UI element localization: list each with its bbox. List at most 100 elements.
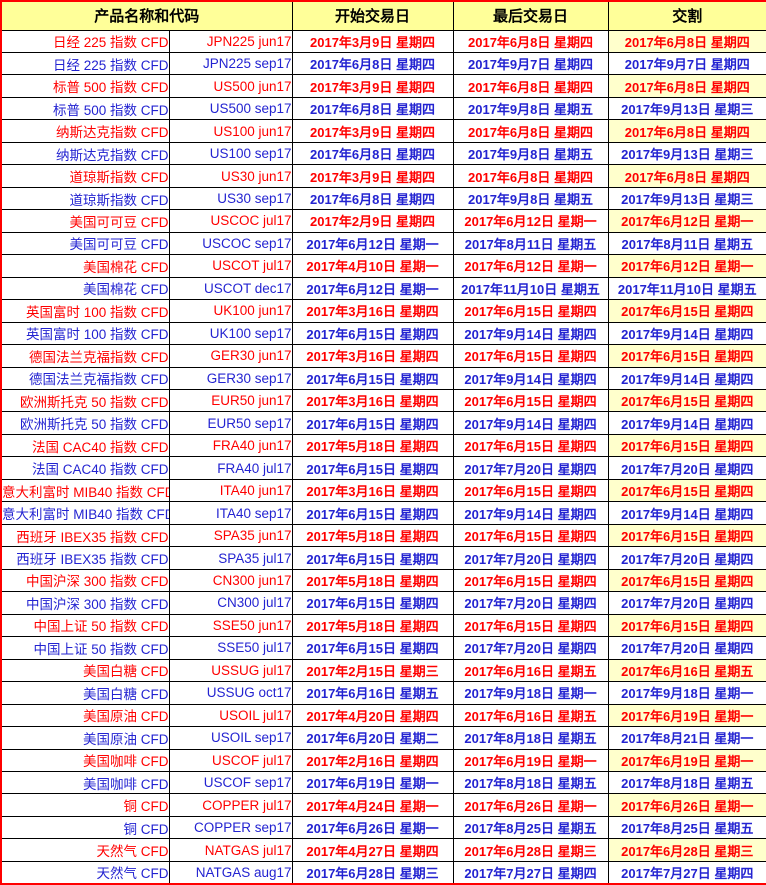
table-row: 道琼斯指数 CFD US30 sep17 2017年6月8日 星期四 2017年… <box>0 186 766 211</box>
last-date-cell: 2017年8月25日 星期五 <box>452 815 609 840</box>
table-row: 美国原油 CFD USOIL jul17 2017年4月20日 星期四 2017… <box>0 703 766 728</box>
product-code-cell: COPPER sep17 <box>168 815 293 840</box>
last-date-cell: 2017年6月28日 星期三 <box>452 838 609 862</box>
start-date-cell: 2017年6月8日 星期四 <box>291 141 454 166</box>
product-code-cell: USCOF jul17 <box>168 748 293 772</box>
product-code-cell: US30 sep17 <box>168 186 293 211</box>
product-name-cell: 美国咖啡 CFD <box>0 748 170 772</box>
last-date-cell: 2017年6月15日 星期四 <box>452 613 609 638</box>
start-date-cell: 2017年6月8日 星期四 <box>291 186 454 211</box>
product-name-cell: 日经 225 指数 CFD <box>0 29 170 53</box>
start-date-cell: 2017年6月15日 星期四 <box>291 366 454 391</box>
header-start-date: 开始交易日 <box>291 0 454 31</box>
start-date-cell: 2017年6月12日 星期一 <box>291 231 454 256</box>
start-date-cell: 2017年4月24日 星期一 <box>291 793 454 817</box>
last-date-cell: 2017年6月16日 星期五 <box>452 658 609 683</box>
start-date-cell: 2017年6月19日 星期一 <box>291 770 454 795</box>
table-row: 美国可可豆 CFD USCOC jul17 2017年2月9日 星期四 2017… <box>0 209 766 233</box>
product-code-cell: USSUG oct17 <box>168 681 293 705</box>
last-date-cell: 2017年6月8日 星期四 <box>452 119 609 143</box>
last-date-cell: 2017年6月8日 星期四 <box>452 164 609 188</box>
delivery-date-cell: 2017年11月10日 星期五 <box>607 276 766 301</box>
last-date-cell: 2017年6月15日 星期四 <box>452 568 609 593</box>
product-name-cell: 法国 CAC40 指数 CFD <box>0 433 170 458</box>
start-date-cell: 2017年6月15日 星期四 <box>291 591 454 615</box>
product-name-cell: 西班牙 IBEX35 指数 CFD <box>0 523 170 548</box>
header-delivery: 交割 <box>607 0 766 31</box>
start-date-cell: 2017年3月9日 星期四 <box>291 74 454 98</box>
delivery-date-cell: 2017年8月11日 星期五 <box>607 231 766 256</box>
product-code-cell: US100 jun17 <box>168 119 293 143</box>
delivery-date-cell: 2017年6月15日 星期四 <box>607 388 766 413</box>
delivery-date-cell: 2017年7月20日 星期四 <box>607 636 766 660</box>
delivery-date-cell: 2017年6月15日 星期四 <box>607 344 766 368</box>
product-code-cell: CN300 jul17 <box>168 591 293 615</box>
delivery-date-cell: 2017年6月8日 星期四 <box>607 119 766 143</box>
product-name-cell: 美国白糖 CFD <box>0 681 170 705</box>
table-row: 欧洲斯托克 50 指数 CFD EUR50 jun17 2017年3月16日 星… <box>0 388 766 413</box>
delivery-date-cell: 2017年8月18日 星期五 <box>607 770 766 795</box>
last-date-cell: 2017年11月10日 星期五 <box>452 276 609 301</box>
product-name-cell: 纳斯达克指数 CFD <box>0 141 170 166</box>
last-date-cell: 2017年7月20日 星期四 <box>452 456 609 480</box>
product-code-cell: US500 jun17 <box>168 74 293 98</box>
product-name-cell: 欧洲斯托克 50 指数 CFD <box>0 388 170 413</box>
delivery-date-cell: 2017年9月13日 星期三 <box>607 186 766 211</box>
delivery-date-cell: 2017年9月18日 星期一 <box>607 681 766 705</box>
product-name-cell: 美国咖啡 CFD <box>0 770 170 795</box>
product-code-cell: GER30 sep17 <box>168 366 293 391</box>
last-date-cell: 2017年6月19日 星期一 <box>452 748 609 772</box>
table-row: 中国上证 50 指数 CFD SSE50 jun17 2017年5月18日 星期… <box>0 613 766 638</box>
start-date-cell: 2017年3月9日 星期四 <box>291 164 454 188</box>
table-row: 意大利富时 MIB40 指数 CFD ITA40 jun17 2017年3月16… <box>0 478 766 503</box>
product-name-cell: 美国原油 CFD <box>0 703 170 728</box>
product-code-cell: USCOT jul17 <box>168 254 293 278</box>
delivery-date-cell: 2017年6月15日 星期四 <box>607 568 766 593</box>
start-date-cell: 2017年6月15日 星期四 <box>291 546 454 570</box>
last-date-cell: 2017年7月27日 星期四 <box>452 860 609 885</box>
delivery-date-cell: 2017年9月13日 星期三 <box>607 96 766 121</box>
last-date-cell: 2017年6月15日 星期四 <box>452 344 609 368</box>
product-name-cell: 天然气 CFD <box>0 838 170 862</box>
last-date-cell: 2017年6月15日 星期四 <box>452 478 609 503</box>
start-date-cell: 2017年3月16日 星期四 <box>291 344 454 368</box>
last-date-cell: 2017年8月18日 星期五 <box>452 770 609 795</box>
header-product-name-code: 产品名称和代码 <box>0 0 293 31</box>
table-row: 天然气 CFD NATGAS aug17 2017年6月28日 星期三 2017… <box>0 860 766 885</box>
table-row: 中国沪深 300 指数 CFD CN300 jun17 2017年5月18日 星… <box>0 568 766 593</box>
last-date-cell: 2017年9月14日 星期四 <box>452 366 609 391</box>
product-name-cell: 美国棉花 CFD <box>0 254 170 278</box>
last-date-cell: 2017年6月15日 星期四 <box>452 299 609 323</box>
product-code-cell: USCOC jul17 <box>168 209 293 233</box>
product-code-cell: NATGAS aug17 <box>168 860 293 885</box>
product-name-cell: 美国原油 CFD <box>0 726 170 750</box>
delivery-date-cell: 2017年8月25日 星期五 <box>607 815 766 840</box>
last-date-cell: 2017年9月18日 星期一 <box>452 681 609 705</box>
delivery-date-cell: 2017年7月27日 星期四 <box>607 860 766 885</box>
delivery-date-cell: 2017年6月28日 星期三 <box>607 838 766 862</box>
product-code-cell: FRA40 jul17 <box>168 456 293 480</box>
last-date-cell: 2017年9月7日 星期四 <box>452 51 609 76</box>
delivery-date-cell: 2017年6月15日 星期四 <box>607 523 766 548</box>
table-row: 美国棉花 CFD USCOT jul17 2017年4月10日 星期一 2017… <box>0 254 766 278</box>
last-date-cell: 2017年9月14日 星期四 <box>452 501 609 525</box>
last-date-cell: 2017年7月20日 星期四 <box>452 591 609 615</box>
product-name-cell: 美国可可豆 CFD <box>0 231 170 256</box>
product-code-cell: SPA35 jul17 <box>168 546 293 570</box>
header-row: 产品名称和代码 开始交易日 最后交易日 交割 <box>0 0 766 31</box>
start-date-cell: 2017年4月20日 星期四 <box>291 703 454 728</box>
start-date-cell: 2017年5月18日 星期四 <box>291 433 454 458</box>
start-date-cell: 2017年6月8日 星期四 <box>291 51 454 76</box>
delivery-date-cell: 2017年9月13日 星期三 <box>607 141 766 166</box>
table-row: 德国法兰克福指数 CFD GER30 sep17 2017年6月15日 星期四 … <box>0 366 766 391</box>
table-row: 英国富时 100 指数 CFD UK100 sep17 2017年6月15日 星… <box>0 321 766 346</box>
table-row: 铜 CFD COPPER sep17 2017年6月26日 星期一 2017年8… <box>0 815 766 840</box>
delivery-date-cell: 2017年6月15日 星期四 <box>607 478 766 503</box>
product-name-cell: 意大利富时 MIB40 指数 CFD <box>0 478 170 503</box>
table-row: 道琼斯指数 CFD US30 jun17 2017年3月9日 星期四 2017年… <box>0 164 766 188</box>
delivery-date-cell: 2017年6月15日 星期四 <box>607 613 766 638</box>
product-name-cell: 英国富时 100 指数 CFD <box>0 299 170 323</box>
product-code-cell: NATGAS jul17 <box>168 838 293 862</box>
last-date-cell: 2017年9月8日 星期五 <box>452 141 609 166</box>
table-row: 欧洲斯托克 50 指数 CFD EUR50 sep17 2017年6月15日 星… <box>0 411 766 435</box>
